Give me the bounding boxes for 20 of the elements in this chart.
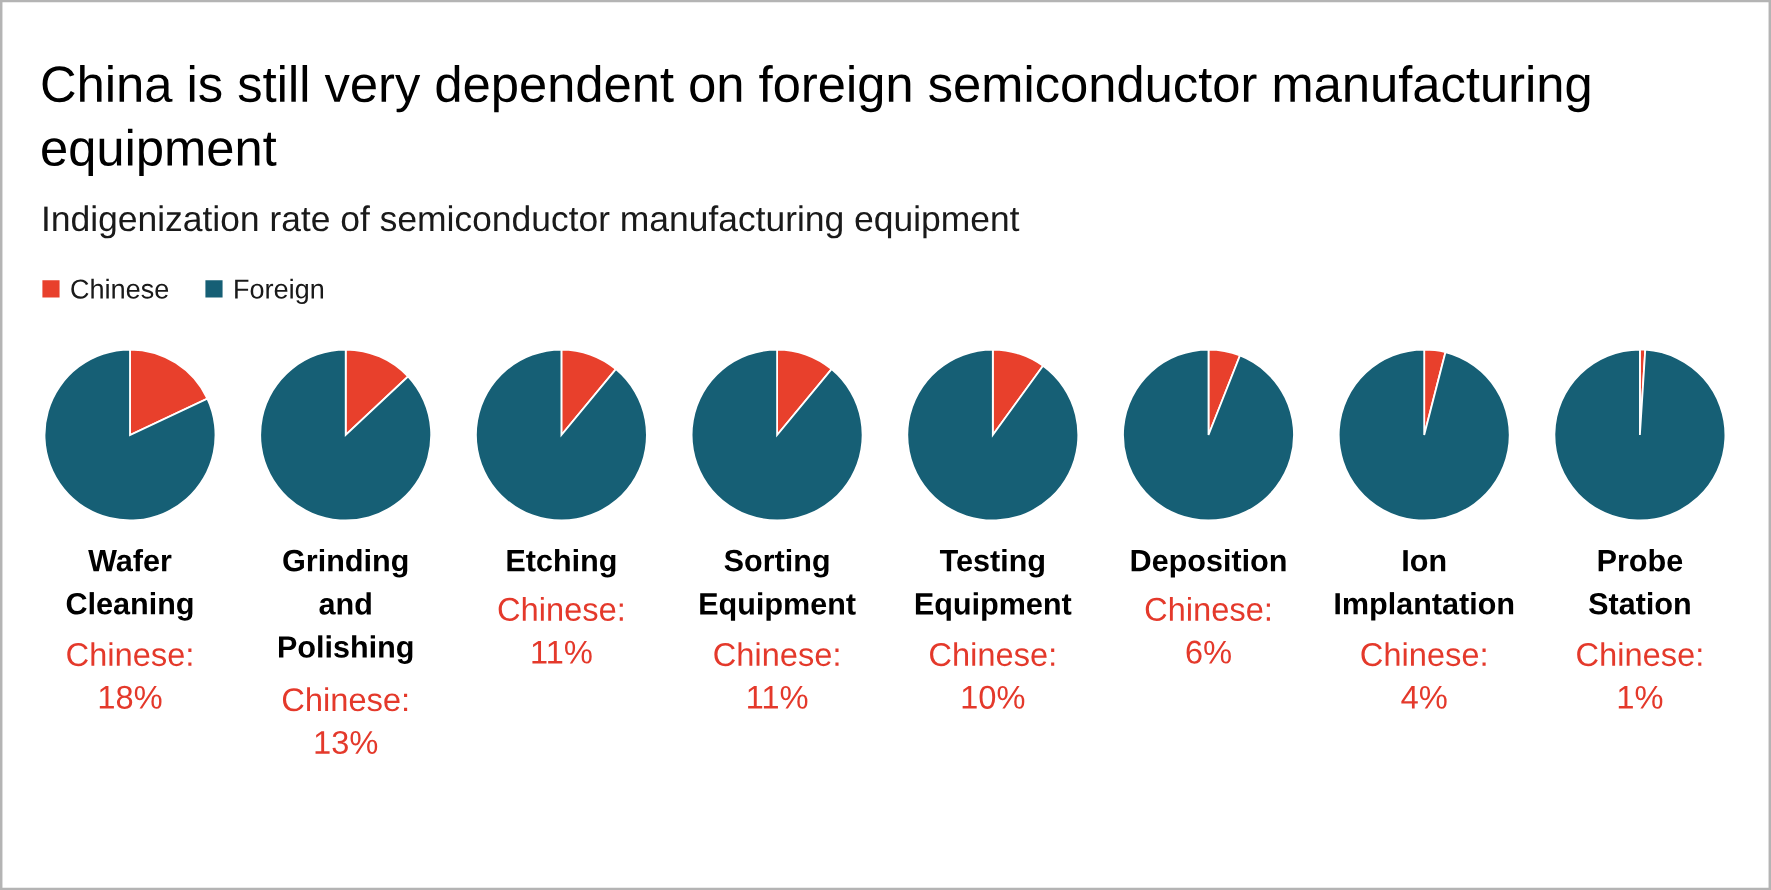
text: Wafer Cleaning (66, 549, 193, 621)
text: Deposition (1131, 549, 1286, 578)
text: Indigenization rate of semiconductor manufacturing equipment (44, 205, 1020, 239)
text: Ion Implantation (1335, 550, 1514, 621)
text: Sorting Equipment (700, 549, 856, 621)
text: Chinese: 6% (1145, 597, 1270, 664)
text: Chinese: 11% (498, 597, 623, 664)
legend-label: Foreign (235, 278, 324, 305)
text: Etching (507, 549, 616, 578)
legend-label: Chinese (71, 278, 169, 299)
text: Chinese: 13% (282, 687, 408, 755)
text: Grinding and Polishing (279, 549, 413, 664)
text: Testing Equipment (915, 549, 1072, 621)
text: Chinese: 10% (930, 642, 1055, 709)
text: Chinese: 18% (67, 642, 192, 709)
text: Chinese: 4% (1361, 642, 1486, 709)
text: Probe Station (1589, 549, 1690, 615)
text: Chinese: 1% (1577, 642, 1702, 709)
text: China is still very dependent on foreign semiconductor manufacturing equipment (42, 65, 1590, 177)
text: Chinese: 11% (714, 642, 839, 709)
